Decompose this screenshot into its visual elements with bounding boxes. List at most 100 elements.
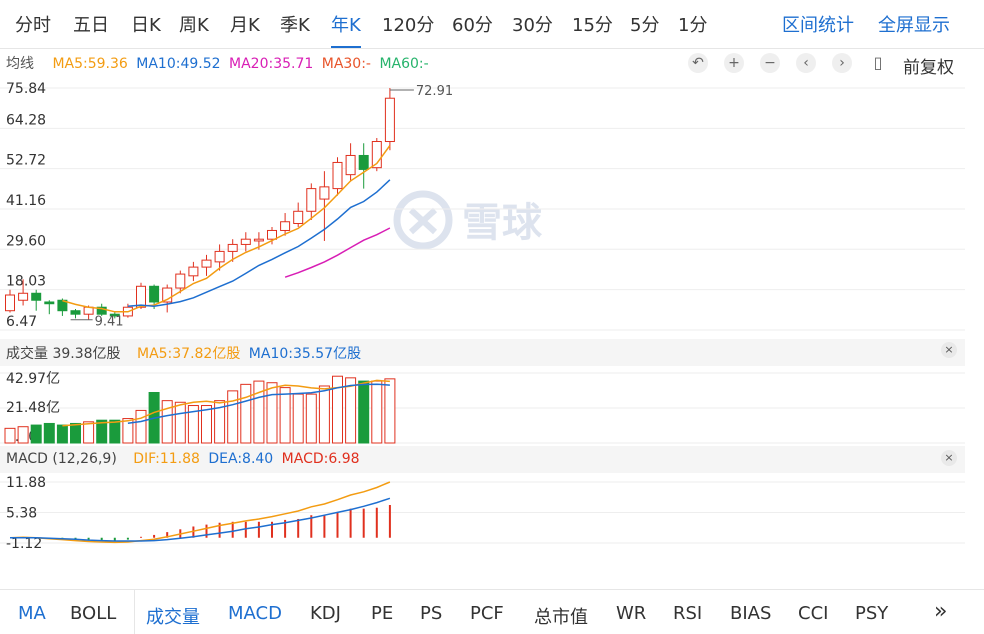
ma20-value: MA20:35.71 <box>229 56 314 72</box>
volume-bar <box>174 401 186 444</box>
indicator-pe[interactable]: PE <box>371 603 394 624</box>
zoom-in-icon[interactable]: + <box>724 53 744 73</box>
macd-panel-header <box>0 446 965 473</box>
tab-five-day[interactable]: 五日 <box>73 15 109 36</box>
indicator-macd[interactable]: MACD <box>228 603 282 624</box>
tab-weekly-k[interactable]: 周K <box>179 15 209 36</box>
candle <box>188 266 199 277</box>
volume-bar <box>384 378 396 444</box>
volume-bar <box>371 380 383 444</box>
y-tick-label: 75.84 <box>6 81 46 97</box>
tab-daily-k[interactable]: 日K <box>131 15 161 36</box>
volume-bar <box>17 426 29 444</box>
candle <box>267 229 277 240</box>
zoom-out-icon[interactable]: − <box>760 53 780 73</box>
candle <box>371 141 382 169</box>
indicator-psy[interactable]: PSY <box>855 603 889 624</box>
candle <box>227 243 238 252</box>
fullscreen-link[interactable]: 全屏显示 <box>878 15 950 36</box>
indicator-cci[interactable]: CCI <box>798 603 829 624</box>
indicator-ps[interactable]: PS <box>420 603 443 624</box>
chevron-left-icon[interactable]: ‹ <box>796 53 816 73</box>
candle <box>345 154 356 176</box>
watermark-logo: 雪球 <box>393 190 543 250</box>
ma5-line <box>62 145 391 313</box>
tab-fenshi[interactable]: 分时 <box>15 15 51 36</box>
candle <box>162 287 173 303</box>
tab-60min[interactable]: 60分 <box>452 15 493 36</box>
y-tick-label: 11.88 <box>6 475 46 491</box>
indicator-rsi[interactable]: RSI <box>673 603 703 624</box>
tab-monthly-k[interactable]: 月K <box>230 15 260 36</box>
tab-120min[interactable]: 120分 <box>382 15 435 36</box>
volume-panel-header <box>0 339 965 366</box>
indicator-volume[interactable]: 成交量 <box>146 607 200 628</box>
candle <box>44 301 55 305</box>
volume-bar <box>161 400 173 444</box>
candle <box>70 310 81 315</box>
candle <box>214 250 225 263</box>
macd-close-icon[interactable]: × <box>941 450 957 466</box>
candle <box>319 186 330 200</box>
volume-bar <box>279 387 291 444</box>
y-tick-label: 5.38 <box>6 506 37 522</box>
macd-value: MACD:6.98 <box>281 451 360 467</box>
ma-legend-label: 均线 <box>6 56 34 72</box>
indicator-wr[interactable]: WR <box>616 603 647 624</box>
candle <box>201 259 212 268</box>
candle <box>384 97 395 143</box>
macd-legend: MACD (12,26,9) DIF:11.88 DEA:8.40 MACD:6… <box>6 451 360 467</box>
dif-line <box>9 481 391 544</box>
more-indicators-icon[interactable]: » <box>934 599 948 624</box>
volume-bar <box>214 400 226 444</box>
candle <box>5 294 15 312</box>
volume-bar <box>358 380 370 444</box>
volume-bar <box>83 421 95 444</box>
adjust-mode-label[interactable]: 前复权 <box>903 58 954 78</box>
candle <box>31 292 42 301</box>
y-tick-label: 64.28 <box>6 112 46 128</box>
indicator-ma[interactable]: MA <box>18 603 46 624</box>
y-tick-label: 18.03 <box>6 274 46 290</box>
candle-type-icon[interactable]: ▯ <box>873 53 883 72</box>
tab-30min[interactable]: 30分 <box>512 15 553 36</box>
watermark-text: 雪球 <box>462 200 543 246</box>
volume-bar <box>43 422 55 444</box>
candle <box>253 238 264 242</box>
reset-icon[interactable]: ↶ <box>688 53 708 73</box>
indicator-pcf[interactable]: PCF <box>470 603 504 624</box>
period-tab-bar: 分时 五日 日K 周K 月K 季K 年K 120分 60分 30分 15分 5分… <box>0 0 984 49</box>
y-tick-label: 41.16 <box>6 193 46 209</box>
chevron-right-icon[interactable]: › <box>832 53 852 73</box>
tab-yearly-k[interactable]: 年K <box>331 11 361 48</box>
candle <box>306 188 317 212</box>
volume-bar <box>253 380 265 444</box>
dea-value: DEA:8.40 <box>208 451 274 467</box>
indicator-bias[interactable]: BIAS <box>730 603 772 624</box>
tab-15min[interactable]: 15分 <box>572 15 613 36</box>
ma-legend: 均线 MA5:59.36 MA10:49.52 MA20:35.71 MA30:… <box>6 53 429 73</box>
volume-bar <box>122 418 134 444</box>
y-tick-label: 29.60 <box>6 233 46 249</box>
candle <box>57 299 68 312</box>
candle <box>109 313 120 317</box>
ma60-value: MA60:- <box>379 56 429 72</box>
divider <box>134 590 135 634</box>
indicator-market-cap[interactable]: 总市值 <box>534 607 588 628</box>
dif-value: DIF:11.88 <box>133 451 200 467</box>
indicator-kdj[interactable]: KDJ <box>310 603 341 624</box>
candle <box>149 285 160 303</box>
volume-bar <box>56 424 68 444</box>
indicator-boll[interactable]: BOLL <box>70 603 117 624</box>
range-stats-link[interactable]: 区间统计 <box>782 15 854 36</box>
tab-5min[interactable]: 5分 <box>630 15 660 36</box>
volume-close-icon[interactable]: × <box>941 342 957 358</box>
volume-bar <box>201 405 212 444</box>
volume-bar <box>187 405 199 444</box>
volume-bar <box>135 409 147 444</box>
tab-1min[interactable]: 1分 <box>678 15 708 36</box>
volume-bar <box>266 382 278 444</box>
ma5-value: MA5:59.36 <box>52 56 128 72</box>
tab-quarterly-k[interactable]: 季K <box>280 15 310 36</box>
volume-bar <box>96 419 108 444</box>
